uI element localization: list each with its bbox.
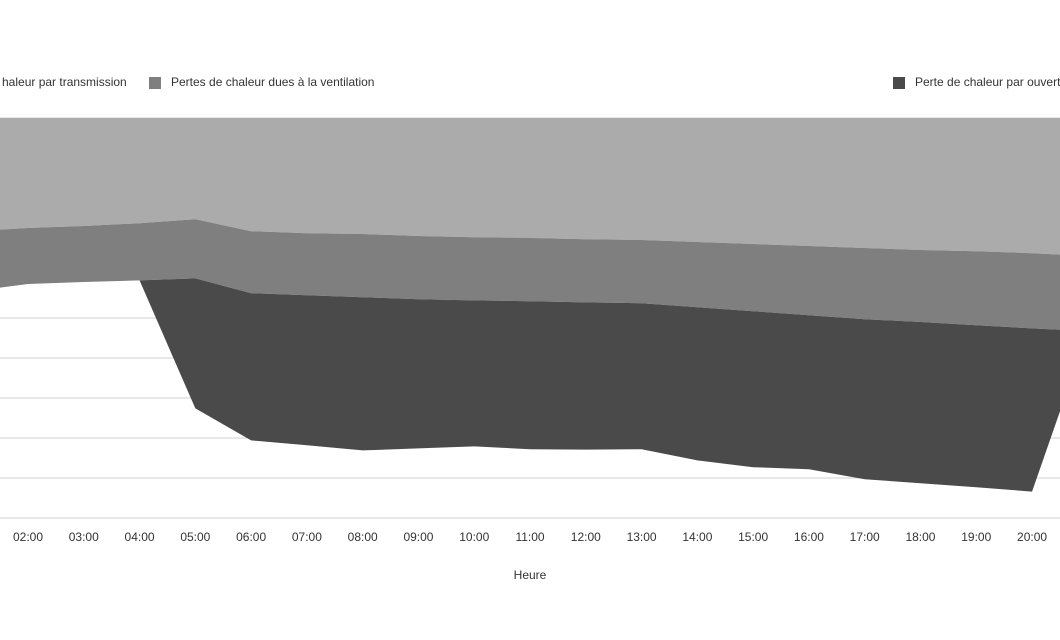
legend: haleur par transmission Pertes de chaleur… bbox=[2, 75, 1060, 89]
x-axis: 02:00 03:00 04:00 05:00 06:00 07:00 08:00 09:00… bbox=[13, 530, 1047, 544]
x-tick-label: 05:00 bbox=[180, 530, 210, 544]
x-tick-label: 09:00 bbox=[403, 530, 433, 544]
legend-swatch bbox=[893, 77, 905, 89]
x-tick-label: 04:00 bbox=[125, 530, 155, 544]
area bbox=[0, 118, 1060, 255]
x-tick-label: 16:00 bbox=[794, 530, 824, 544]
legend-swatch bbox=[149, 77, 161, 89]
x-tick-label: 11:00 bbox=[515, 530, 544, 544]
x-tick-label: 02:00 bbox=[13, 530, 43, 544]
x-tick-label: 17:00 bbox=[850, 530, 880, 544]
x-tick-label: 19:00 bbox=[961, 530, 991, 544]
x-tick-label: 15:00 bbox=[738, 530, 768, 544]
areas bbox=[0, 118, 1060, 492]
x-tick-label: 10:00 bbox=[459, 530, 489, 544]
legend-label: Pertes de chaleur dues à la ventilation bbox=[171, 75, 374, 89]
area bbox=[0, 219, 1060, 330]
x-tick-label: 06:00 bbox=[236, 530, 266, 544]
x-tick-label: 12:00 bbox=[571, 530, 601, 544]
x-tick-label: 03:00 bbox=[69, 530, 99, 544]
x-tick-label: 07:00 bbox=[292, 530, 322, 544]
x-tick-label: 18:00 bbox=[905, 530, 935, 544]
x-tick-label: 08:00 bbox=[348, 530, 378, 544]
area bbox=[0, 278, 1060, 492]
x-tick-label: 20:00 bbox=[1017, 530, 1047, 544]
legend-label: Perte de chaleur par ouvert bbox=[915, 75, 1060, 89]
x-axis-title: Heure bbox=[514, 568, 547, 582]
x-tick-label: 13:00 bbox=[627, 530, 657, 544]
x-tick-label: 14:00 bbox=[682, 530, 712, 544]
legend-label: haleur par transmission bbox=[2, 75, 127, 89]
